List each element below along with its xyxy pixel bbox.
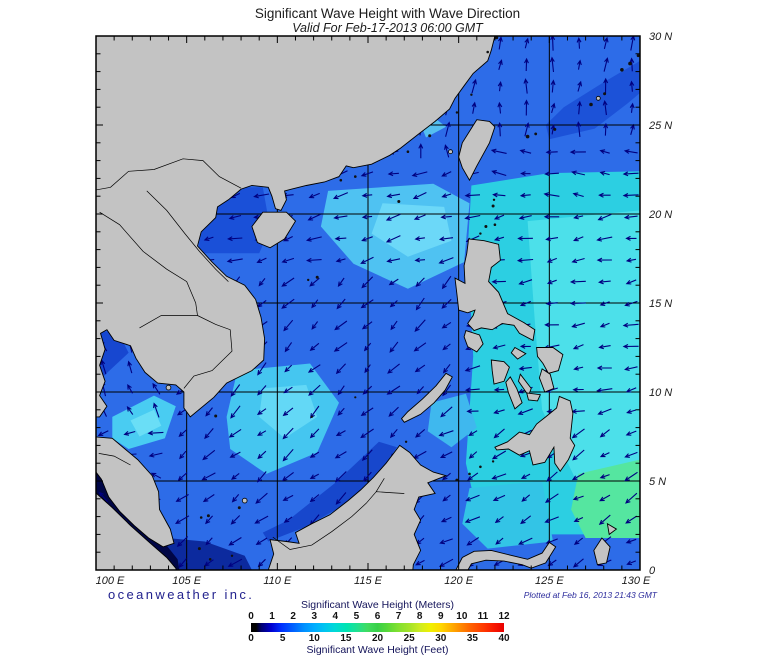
sea-region-karimata-strait-low (166, 538, 252, 570)
landmass-layer (96, 36, 640, 570)
longitude-axis-labels: 100 E 105 E 110 E 115 E 120 E 125 E 130 E (96, 575, 651, 587)
x-axis-label: 125 E (535, 575, 564, 587)
x-axis-label: 110 E (263, 575, 292, 587)
chart-valid-time: Valid For Feb-17-2013 06:00 GMT (292, 21, 483, 35)
x-axis-label: 105 E (172, 575, 201, 587)
feet-tick: 40 (498, 633, 510, 644)
meters-tick: 1 (269, 611, 275, 622)
x-axis-label: 130 E (622, 575, 651, 587)
meters-tick: 0 (248, 611, 254, 622)
oceanweather-logo-text: oceanweather inc. (108, 587, 255, 602)
y-axis-label: 0 (649, 565, 656, 577)
chart-title: Significant Wave Height with Wave Direct… (254, 6, 521, 21)
meters-tick: 3 (311, 611, 318, 622)
meters-tick: 6 (374, 611, 381, 622)
feet-tick: 30 (435, 633, 447, 644)
x-axis-label: 115 E (354, 575, 383, 587)
feet-tick: 20 (371, 633, 384, 644)
plot-frame-and-ticks (95, 35, 641, 571)
sea-region-taiwan-strait-spot (422, 119, 446, 138)
feet-tick: 35 (466, 633, 478, 644)
legend-meters-label: Significant Wave Height (Meters) (300, 599, 455, 611)
country-border-layer (96, 158, 405, 550)
sea-region-se-corner-high (571, 459, 640, 538)
feet-tick: 10 (308, 633, 320, 644)
feet-tick: 15 (340, 633, 352, 644)
meters-tick: 4 (332, 611, 339, 622)
y-axis-label: 30 N (649, 31, 672, 43)
legend-meters-ticks: 0 1 2 3 4 5 6 7 8 9 10 11 12 (241, 611, 514, 622)
sea-region-okinawa-trough-low (545, 60, 640, 140)
sea-region-borneo-coastal-low (262, 441, 397, 542)
legend-feet-ticks: 0 5 10 15 20 25 30 35 40 (241, 633, 514, 644)
meters-tick: 7 (395, 611, 402, 622)
x-axis-label: 100 E (96, 575, 125, 587)
y-axis-label: 25 N (648, 120, 672, 132)
y-axis-label: 10 N (649, 387, 672, 399)
sea-region-gulf-of-thailand-core (130, 409, 162, 437)
feet-tick: 25 (403, 633, 415, 644)
sea-region-ne-scs-core (371, 203, 452, 257)
feet-tick: 5 (279, 633, 286, 644)
legend-feet-label: Significant Wave Height (Feet) (306, 644, 449, 656)
feet-tick: 0 (248, 633, 254, 644)
y-axis-label: 5 N (649, 476, 666, 488)
x-axis-label: 120 E (444, 575, 473, 587)
meters-tick: 9 (437, 611, 444, 622)
legend-colorbar (251, 623, 504, 632)
sea-region-celebes-sea (462, 481, 553, 549)
y-axis-label: 15 N (649, 298, 672, 310)
meters-tick: 8 (416, 611, 423, 622)
meters-tick: 5 (353, 611, 360, 622)
meters-tick: 11 (477, 611, 489, 622)
meters-tick: 10 (456, 611, 468, 622)
wave-map: 100 E 105 E 110 E 115 E 120 E 125 E 130 E 0 5 N… (95, 31, 672, 587)
plotted-at-text: Plotted at Feb 16, 2013 21:43 GMT (523, 590, 657, 600)
y-axis-label: 20 N (648, 209, 672, 221)
latitude-axis-labels: 0 5 N 10 N 15 N 20 N 25 N 30 N (648, 31, 672, 577)
meters-tick: 12 (498, 611, 510, 622)
sea-region-sulu-sea (427, 393, 477, 448)
meters-tick: 2 (290, 611, 296, 622)
